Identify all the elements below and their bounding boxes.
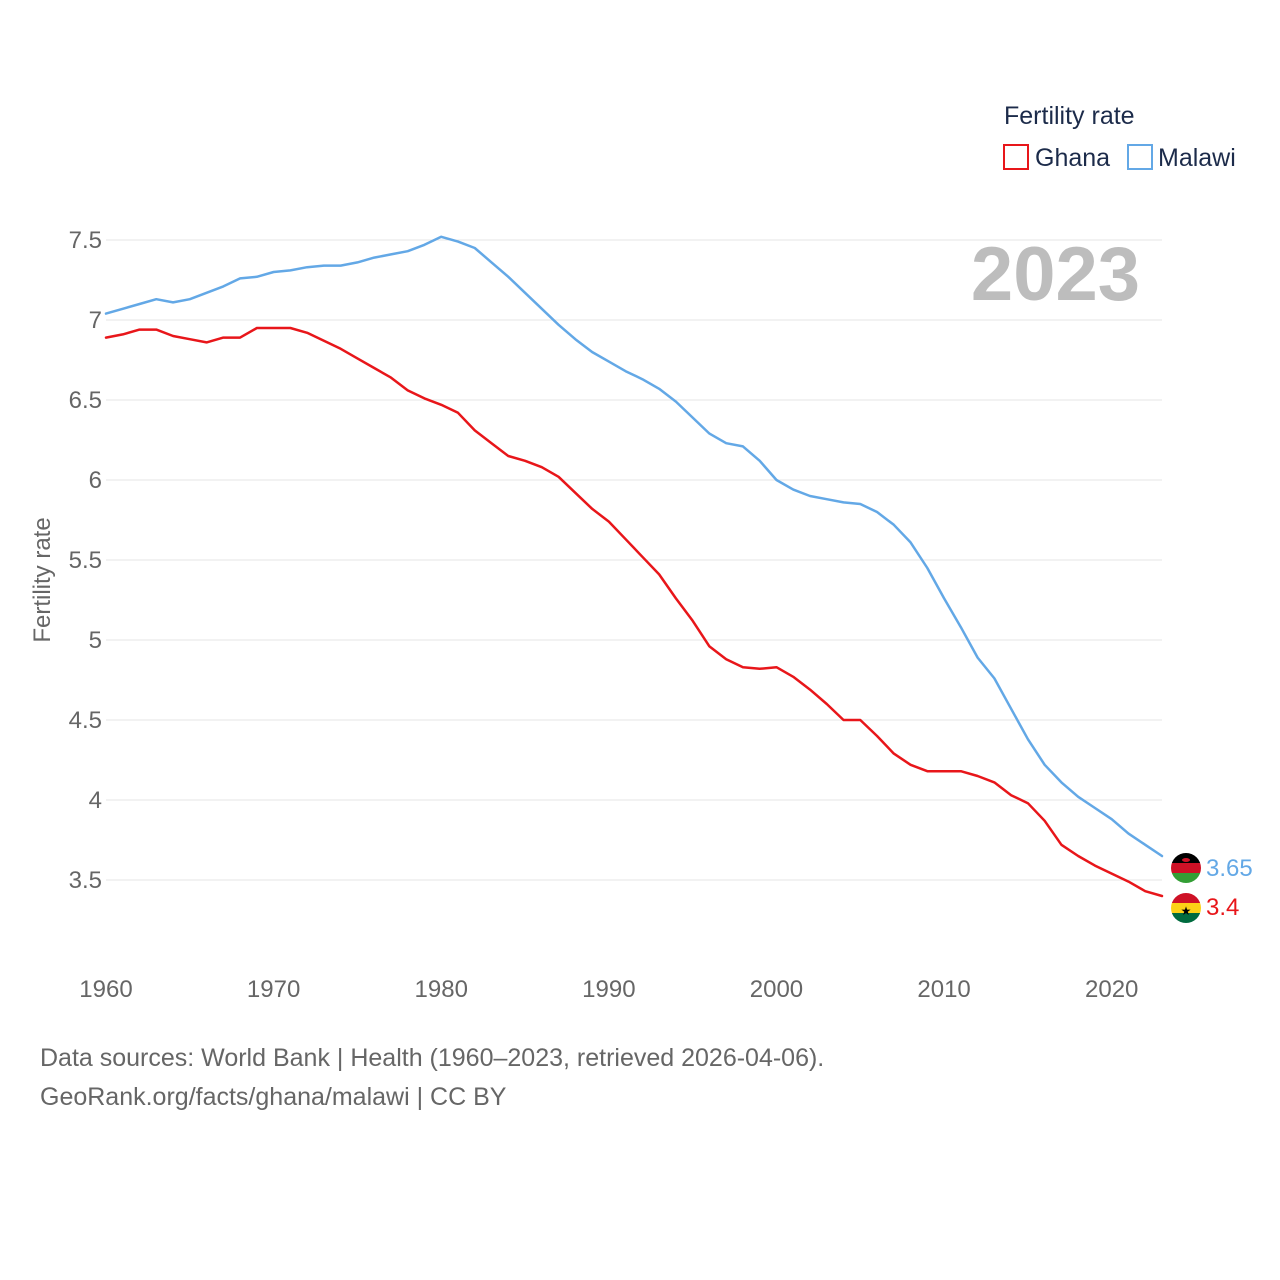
y-tick-label: 5 bbox=[89, 627, 102, 654]
y-tick-label: 6.5 bbox=[69, 387, 102, 414]
svg-text:★: ★ bbox=[1181, 904, 1192, 918]
series-line-ghana bbox=[104, 326, 1164, 898]
y-axis-ticks: 3.5 4 4.5 5 5.5 6 6.5 7 7.5 bbox=[69, 227, 102, 894]
x-tick-label: 2020 bbox=[1085, 976, 1138, 1003]
x-tick-label: 1960 bbox=[79, 976, 132, 1003]
footer-attribution: GeoRank.org/facts/ghana/malawi | CC BY bbox=[40, 1083, 507, 1111]
series-line-malawi bbox=[104, 235, 1164, 858]
legend-swatch-malawi[interactable] bbox=[1127, 144, 1153, 170]
y-tick-label: 3.5 bbox=[69, 867, 102, 894]
year-label: 2023 bbox=[971, 232, 1140, 317]
x-tick-label: 1970 bbox=[247, 976, 300, 1003]
x-tick-label: 2000 bbox=[750, 976, 803, 1003]
y-tick-label: 5.5 bbox=[69, 547, 102, 574]
y-tick-label: 4 bbox=[89, 787, 102, 814]
end-label-malawi: 3.65 bbox=[1206, 855, 1253, 882]
malawi-flag-icon bbox=[1171, 853, 1201, 883]
y-tick-label: 4.5 bbox=[69, 707, 102, 734]
ghana-flag-icon: ★ bbox=[1171, 893, 1201, 923]
gridlines bbox=[106, 239, 1162, 881]
x-tick-label: 1990 bbox=[582, 976, 635, 1003]
y-axis-title: Fertility rate bbox=[29, 517, 56, 642]
y-tick-label: 7 bbox=[89, 307, 102, 334]
footer-sources: Data sources: World Bank | Health (1960–… bbox=[40, 1044, 825, 1072]
end-label-ghana: 3.4 bbox=[1206, 894, 1239, 921]
x-axis-ticks: 1960 1970 1980 1990 2000 2010 2020 bbox=[79, 976, 1138, 1003]
legend-label-ghana[interactable]: Ghana bbox=[1035, 144, 1110, 172]
x-tick-label: 2010 bbox=[917, 976, 970, 1003]
y-tick-label: 7.5 bbox=[69, 227, 102, 254]
y-tick-label: 6 bbox=[89, 467, 102, 494]
legend-title: Fertility rate bbox=[1004, 102, 1135, 130]
x-tick-label: 1980 bbox=[415, 976, 468, 1003]
legend-swatch-ghana[interactable] bbox=[1003, 144, 1029, 170]
legend: Fertility rate Ghana Malawi bbox=[1003, 102, 1236, 172]
legend-label-malawi[interactable]: Malawi bbox=[1158, 144, 1236, 172]
series-lines bbox=[104, 235, 1164, 898]
